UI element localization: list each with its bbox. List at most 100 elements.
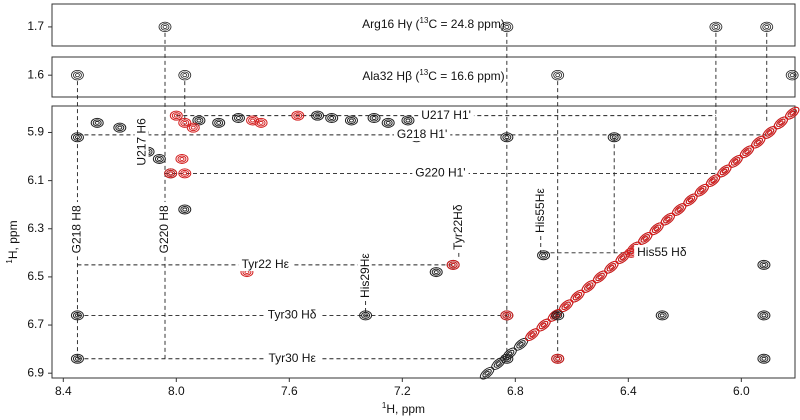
contour (493, 359, 504, 368)
contour (363, 313, 369, 318)
contour (178, 204, 192, 215)
contour (764, 24, 770, 29)
contour (502, 133, 512, 141)
ylabel-part: H, ppm (6, 220, 20, 259)
cross-peak (70, 353, 84, 364)
contour (403, 116, 413, 124)
contour (73, 71, 82, 79)
diagonal-peak (762, 126, 777, 139)
contour (761, 356, 767, 361)
contour (214, 119, 224, 127)
contour (385, 120, 391, 125)
cross-peak (655, 310, 669, 321)
contour (182, 171, 188, 176)
contour (671, 203, 687, 216)
xlabel-part: H, ppm (386, 402, 425, 416)
guide-label: Tyr22 Hε (242, 257, 290, 271)
strip-peak (500, 21, 514, 33)
contour (660, 212, 676, 226)
guide-label: U217 H1' (421, 108, 471, 122)
plot-frame (51, 105, 796, 379)
contour (311, 110, 325, 121)
strip-peak (158, 21, 172, 33)
contour (180, 206, 190, 214)
y-tick-label: 6.3 (27, 221, 44, 235)
cross-peak (367, 113, 381, 124)
strip-tick-label: 1.7 (27, 19, 44, 33)
strip-peak (760, 21, 774, 33)
contour (484, 370, 490, 376)
contour (235, 116, 241, 121)
diagonal-peak (649, 222, 664, 236)
contour (553, 355, 563, 363)
contour (188, 124, 198, 132)
diagonal-peak (570, 289, 585, 303)
contour (606, 263, 617, 272)
contour (177, 155, 187, 163)
contour (179, 156, 185, 161)
contour (502, 355, 512, 363)
cross-peak (178, 117, 192, 128)
label-bg (264, 307, 320, 322)
contour (537, 250, 551, 261)
contour (607, 132, 621, 143)
contour (74, 356, 80, 361)
contour (757, 353, 771, 364)
contour (313, 112, 323, 120)
contour (212, 117, 226, 128)
contour (92, 119, 102, 127)
label-bg (450, 201, 465, 253)
contour (74, 313, 80, 318)
diagonal-peak (717, 164, 732, 178)
contour (574, 293, 581, 299)
contour (162, 24, 168, 29)
contour (789, 110, 795, 116)
diagonal-peak (683, 193, 698, 207)
contour (75, 73, 80, 78)
contour (500, 353, 514, 364)
contour (529, 332, 535, 338)
cross-peak (607, 132, 621, 143)
contour (538, 320, 549, 330)
strip-peak (551, 69, 565, 81)
strip-tick-label: 1.6 (27, 67, 44, 81)
contour (708, 176, 718, 185)
cross-peak (70, 132, 84, 143)
cross-peak (175, 153, 189, 164)
cross-peak (70, 310, 84, 321)
contour (502, 311, 512, 319)
contour (773, 116, 789, 130)
contour (182, 73, 188, 78)
strip-label: Arg16 Hγ (13C = 24.8 ppm) (362, 16, 505, 32)
label-bg (412, 165, 469, 180)
contour (728, 154, 743, 168)
contour (757, 310, 771, 321)
contour (166, 169, 176, 177)
contour (256, 119, 266, 127)
contour (518, 341, 524, 347)
contour (581, 280, 596, 293)
cross-peak (325, 113, 339, 124)
label-bg (634, 245, 690, 260)
contour (711, 23, 721, 31)
contour (117, 125, 123, 130)
contour (553, 71, 563, 79)
contour (655, 310, 669, 321)
contour (405, 118, 411, 123)
cross-peak (757, 310, 771, 321)
x-tick-label: 7.6 (281, 384, 298, 398)
contour (755, 139, 761, 145)
contour (640, 234, 650, 243)
guide-label: G218 H1' (397, 127, 447, 141)
contour (192, 115, 206, 126)
contour (348, 118, 354, 123)
contour (764, 128, 775, 137)
strip-label-part: 13 (420, 16, 429, 25)
contour (733, 159, 739, 164)
contour (620, 255, 626, 260)
contour (325, 113, 339, 124)
contour (653, 226, 660, 232)
contour (448, 261, 458, 269)
contour (516, 340, 526, 349)
contour (369, 114, 379, 122)
